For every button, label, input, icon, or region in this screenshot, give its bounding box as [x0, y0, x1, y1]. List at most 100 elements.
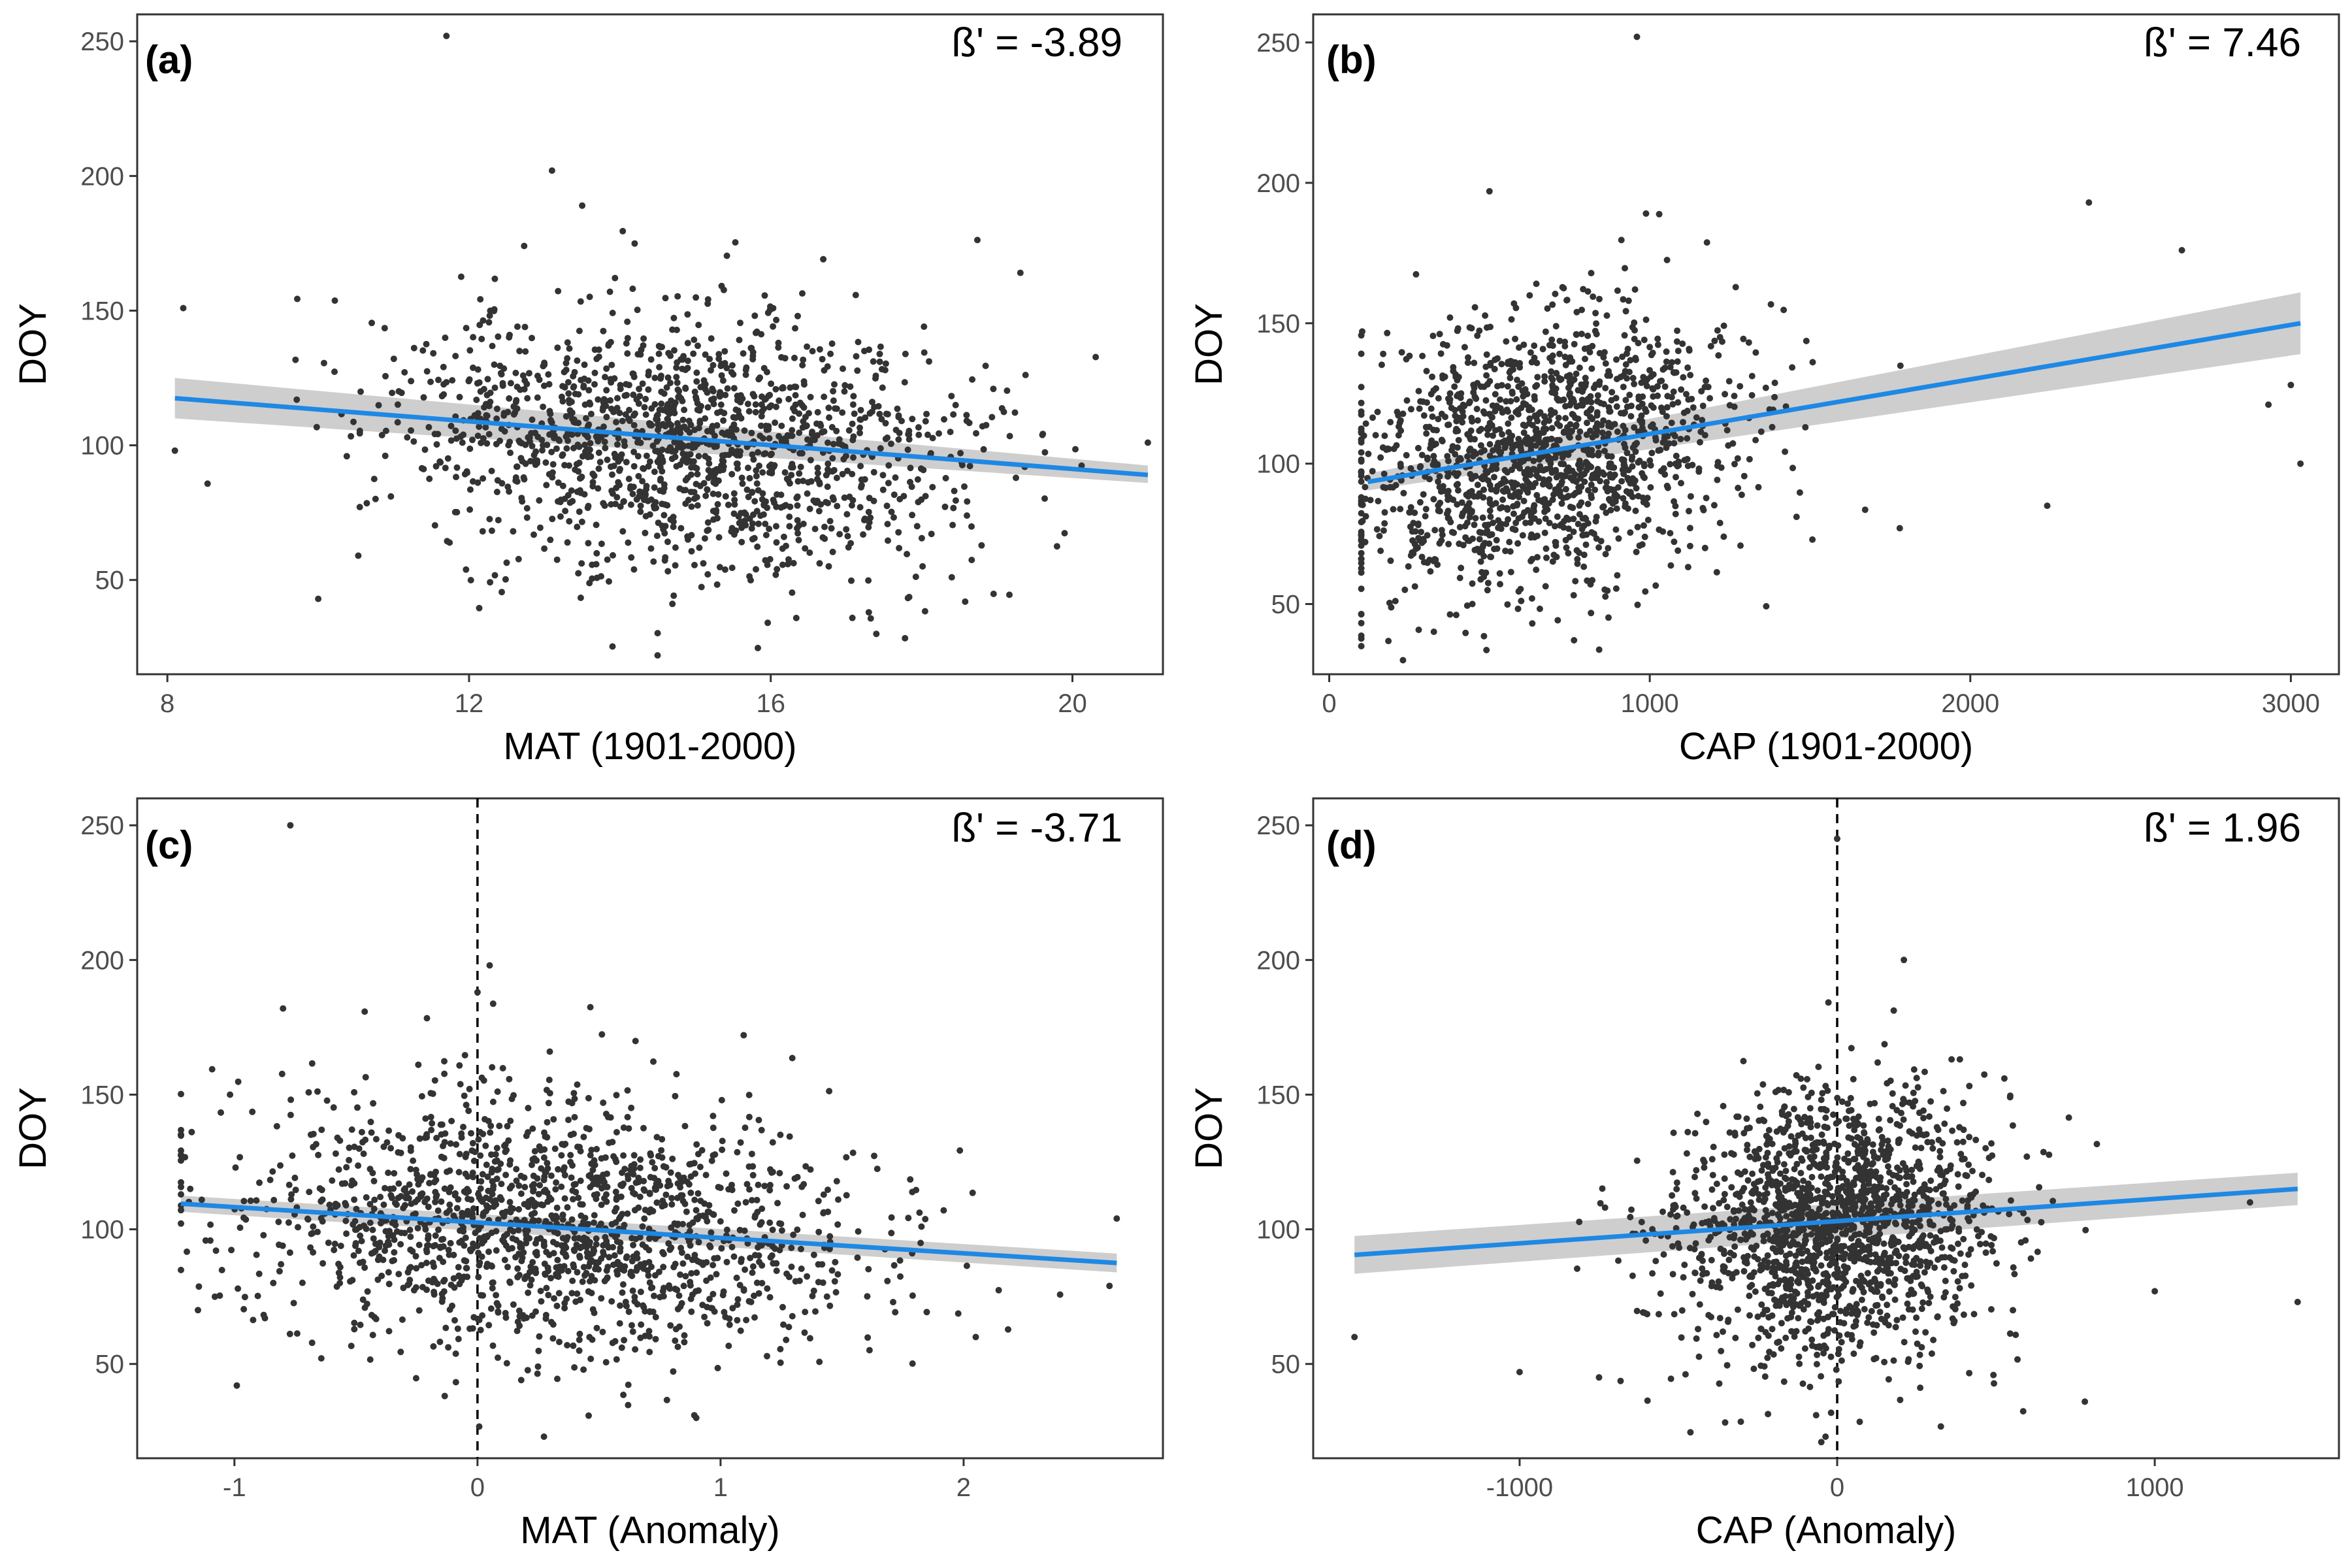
- panel-a-data-point: [631, 240, 638, 247]
- panel-a-data-point: [751, 534, 758, 542]
- panel-a-data-point: [674, 419, 681, 427]
- panel-a-data-point: [906, 431, 913, 438]
- panel-b-data-point: [1597, 478, 1603, 485]
- panel-b-data-point: [1418, 553, 1426, 561]
- panel-c-data-point: [545, 1100, 552, 1107]
- panel-a-data-point: [821, 393, 828, 400]
- panel-c-data-point: [706, 1296, 713, 1303]
- panel-d-data-point: [1954, 1171, 1961, 1178]
- panel-c-data-point: [479, 1312, 486, 1319]
- panel-a-data-point: [473, 397, 480, 403]
- panel-c-data-point: [407, 1166, 414, 1173]
- panel-a-data-point: [865, 577, 872, 584]
- panel-b-data-point: [1723, 427, 1731, 434]
- panel-b-data-point: [1471, 521, 1478, 529]
- panel-b-data-point: [1358, 429, 1365, 435]
- panel-c-data-point: [629, 1328, 636, 1335]
- panel-c-data-point: [358, 1237, 365, 1245]
- panel-c-data-point: [629, 1287, 636, 1294]
- panel-c-data-point: [668, 1194, 676, 1201]
- panel-c-data-point: [751, 1252, 759, 1259]
- panel-b-data-point: [1429, 333, 1437, 340]
- panel-b-data-point: [1527, 436, 1535, 444]
- panel-a-data-point: [545, 371, 552, 378]
- panel-a-data-point: [879, 384, 886, 391]
- panel-b-data-point: [1621, 440, 1627, 448]
- panel-b-data-point: [1486, 482, 1494, 489]
- panel-b-data-point: [1603, 479, 1610, 485]
- panel-a-data-point: [902, 634, 909, 642]
- panel-a-data-point: [676, 387, 683, 395]
- panel-c-data-point: [753, 1196, 760, 1203]
- panel-a-data-point: [581, 361, 588, 368]
- panel-b-data-point: [1701, 544, 1708, 551]
- panel-b-data-point: [1534, 374, 1541, 381]
- panel-b-data-point: [1669, 359, 1675, 366]
- panel-a-data-point: [858, 476, 865, 483]
- panel-a-data-point: [570, 383, 578, 390]
- panel-a-data-point: [603, 414, 610, 421]
- panel-c-data-point: [314, 1088, 321, 1095]
- panel-a-data-point: [733, 426, 740, 433]
- panel-a-data-point: [471, 412, 478, 419]
- panel-c-data-point: [766, 1186, 774, 1194]
- panel-c-data-point: [505, 1246, 512, 1252]
- panel-b-data-point: [1450, 497, 1457, 503]
- panel-a-data-point: [730, 385, 738, 392]
- panel-a-data-point: [443, 379, 450, 386]
- panel-c-data-point: [637, 1334, 644, 1341]
- panel-b-data-point: [1579, 397, 1586, 404]
- panel-b-data-point: [1369, 414, 1376, 421]
- panel-c-data-point: [549, 1335, 557, 1342]
- panel-c-data-point: [502, 1171, 510, 1179]
- panel-b-data-point: [1663, 257, 1671, 263]
- panel-a-data-point: [658, 388, 665, 395]
- panel-b-data-point: [1633, 440, 1641, 447]
- panel-c-data-point: [593, 1196, 600, 1202]
- panel-b-data-point: [1588, 482, 1595, 488]
- panel-b-data-point: [1482, 312, 1489, 319]
- panel-b-data-point: [1641, 336, 1648, 344]
- panel-a-data-point: [669, 600, 676, 608]
- panel-c-data-point: [415, 1181, 422, 1188]
- panel-b-data-point: [1484, 521, 1492, 529]
- panel-b-data-point: [1622, 361, 1629, 368]
- panel-c-data-point: [625, 1125, 632, 1132]
- panel-b-data-point: [1620, 495, 1627, 502]
- panel-c-data-point: [593, 1324, 600, 1331]
- panel-a-data-point: [651, 504, 658, 512]
- panel-b-data-point: [1562, 415, 1569, 422]
- panel-a-data-point: [700, 382, 708, 389]
- panel-b-data-point: [1663, 444, 1670, 451]
- panel-c-data-point: [378, 1272, 385, 1279]
- panel-a-data-point: [442, 465, 449, 472]
- panel-c-data-point: [796, 1277, 803, 1284]
- panel-a-data-point: [466, 506, 474, 513]
- panel-b-data-point: [1518, 597, 1525, 604]
- panel-a-data-point: [555, 479, 562, 486]
- panel-a-data-point: [581, 375, 588, 382]
- panel-a-data-point: [625, 476, 632, 482]
- panel-b-data-point: [1582, 514, 1589, 521]
- panel-c-data-point: [447, 1184, 454, 1191]
- panel-a-data-point: [688, 547, 695, 555]
- panel-c-data-point: [605, 1244, 612, 1251]
- panel-c-data-point: [367, 1356, 374, 1363]
- panel-c-data-point: [687, 1296, 694, 1303]
- panel-c-data-point: [422, 1115, 429, 1122]
- panel-b-data-point: [1521, 470, 1528, 477]
- panel-b-data-point: [1478, 568, 1486, 576]
- panel-c-data-point: [567, 1132, 574, 1139]
- panel-c-data-point: [485, 1249, 492, 1255]
- panel-c-data-point: [589, 1166, 596, 1173]
- panel-c-data-point: [476, 1259, 483, 1266]
- panel-c-data-point: [674, 1180, 681, 1187]
- panel-c-data-point: [574, 1081, 581, 1088]
- panel-c-data-point: [778, 1227, 785, 1234]
- panel-c-data-point: [489, 1279, 496, 1286]
- panel-c-data-point: [593, 1145, 600, 1152]
- panel-c-data-point: [696, 1164, 704, 1171]
- panel-c-data-point: [745, 1298, 753, 1305]
- panel-b-data-point: [1503, 521, 1510, 527]
- panel-b-data-point: [1584, 577, 1591, 584]
